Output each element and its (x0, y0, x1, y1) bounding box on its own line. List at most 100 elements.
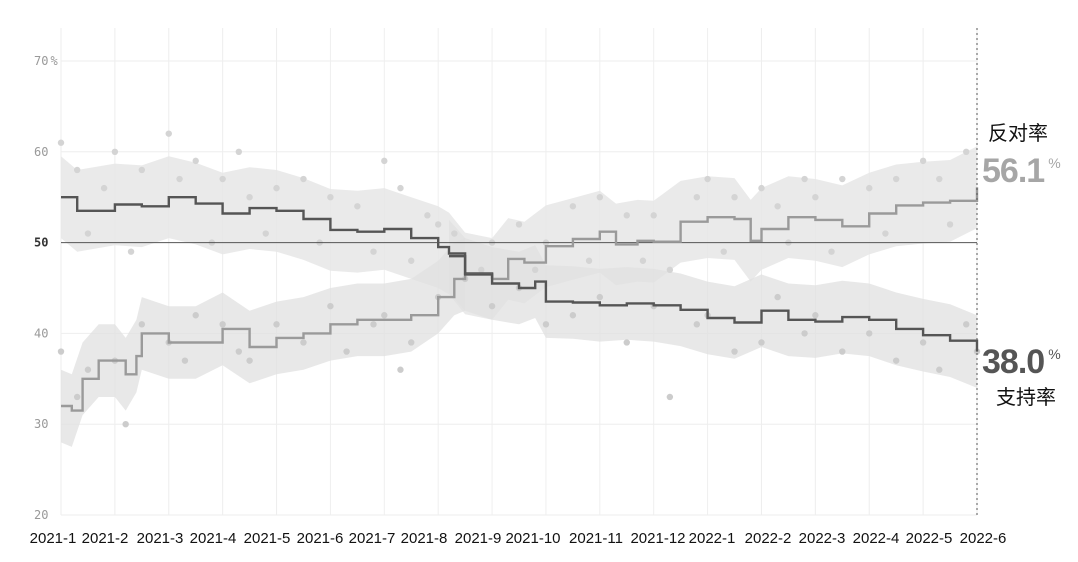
x-tick-label: 2021-6 (297, 530, 344, 547)
confidence-bands (61, 146, 977, 447)
oppose-poll-dot (946, 221, 954, 228)
x-tick-label: 2021-2 (82, 530, 129, 547)
oppose-poll-dot (111, 148, 119, 155)
oppose-poll-dot (408, 257, 415, 264)
oppose-poll-dot (704, 175, 711, 183)
support-poll-dot (273, 321, 280, 328)
oppose-poll-dot (812, 194, 819, 201)
support-poll-dot (596, 293, 604, 301)
support-poll-dot (192, 312, 199, 319)
support-poll-dot (73, 393, 81, 401)
oppose-poll-dot (138, 166, 146, 174)
oppose-poll-dot (731, 194, 738, 201)
oppose-poll-dot (73, 166, 81, 174)
support-poll-dot (542, 321, 550, 328)
oppose-poll-dot (451, 230, 458, 237)
support-unit: % (1048, 346, 1060, 362)
oppose-poll-dot (882, 230, 889, 237)
oppose-poll-dot (246, 194, 253, 201)
x-tick-label: 2021-12 (630, 530, 685, 547)
y-axis-ticks: 20 30 40 50 60 70% (34, 54, 58, 522)
oppose-poll-dot (623, 212, 630, 219)
x-tick-label: 2022-1 (689, 530, 736, 547)
oppose-poll-dot (192, 157, 199, 165)
support-poll-dot (666, 393, 674, 401)
oppose-poll-dot (397, 184, 404, 192)
oppose-poll-dot (774, 203, 781, 210)
support-poll-dot (138, 321, 146, 328)
support-poll-dot (327, 302, 334, 310)
oppose-poll-dot (262, 230, 269, 237)
oppose-poll-dot (273, 184, 280, 192)
support-poll-dot (219, 321, 226, 328)
oppose-band (61, 146, 977, 320)
oppose-poll-dot (424, 212, 431, 219)
x-axis-ticks: 2021-1 2021-2 2021-3 2021-4 2021-5 2021-6 2021… (30, 530, 1007, 547)
support-label: 支持率 (996, 386, 1056, 409)
support-poll-dot (370, 321, 377, 328)
x-tick-label: 2021-10 (505, 530, 560, 547)
support-poll-dot (122, 421, 129, 428)
oppose-poll-dot (828, 248, 835, 255)
x-tick-label: 2022-6 (960, 530, 1007, 547)
x-tick-label: 2021-4 (190, 530, 237, 547)
oppose-poll-dot (478, 266, 485, 274)
oppose-poll-dot (84, 230, 92, 237)
support-poll-dot (919, 339, 927, 346)
oppose-poll-dot (381, 157, 388, 165)
x-tick-label: 2022-3 (799, 530, 846, 547)
oppose-poll-dot (100, 184, 108, 192)
grid-lines (60, 28, 978, 516)
trend-line-light-early (61, 273, 493, 412)
x-tick-label: 2021-11 (569, 530, 623, 547)
oppose-poll-dot (354, 203, 361, 210)
oppose-poll-dot (963, 148, 970, 155)
support-trend-line (449, 255, 979, 352)
oppose-poll-dot (596, 194, 604, 201)
support-value: 38.0 (982, 343, 1044, 381)
support-poll-dot (892, 357, 900, 364)
x-tick-label: 2021-3 (137, 530, 184, 547)
oppose-poll-dot (127, 248, 135, 255)
support-poll-dot (569, 312, 577, 319)
y-tick-label: 40 (34, 326, 48, 340)
oppose-poll-dot (639, 257, 647, 264)
x-tick-label: 2021-7 (349, 530, 396, 547)
oppose-value: 56.1 (982, 152, 1044, 190)
support-value-group: 38.0% (982, 343, 1061, 381)
oppose-poll-dot (693, 194, 701, 201)
oppose-poll-dot (176, 175, 183, 183)
support-poll-dot (235, 348, 243, 355)
oppose-poll-dot (801, 175, 808, 183)
oppose-poll-dot (219, 175, 226, 183)
oppose-poll-dot (758, 184, 765, 192)
support-poll-dot (246, 357, 253, 364)
oppose-poll-dot (434, 221, 442, 228)
support-poll-dot (693, 321, 701, 328)
support-poll-dot (57, 348, 65, 355)
oppose-poll-dot (866, 184, 873, 192)
oppose-poll-dot (666, 266, 674, 274)
oppose-poll-dot (327, 194, 334, 201)
oppose-poll-dot (892, 175, 900, 183)
oppose-poll-dot (515, 221, 523, 228)
oppose-label: 反对率 (988, 122, 1048, 145)
support-poll-dot (84, 366, 92, 373)
y-unit-label: % (50, 54, 58, 68)
y-tick-label: 20 (34, 508, 48, 522)
support-poll-dot (839, 348, 846, 355)
support-poll-dot (381, 312, 388, 319)
x-tick-label: 2022-5 (906, 530, 953, 547)
support-poll-dot (936, 366, 943, 373)
oppose-poll-dot (57, 139, 65, 146)
oppose-poll-dot (531, 266, 539, 274)
oppose-unit: % (1048, 155, 1060, 171)
poll-dots (57, 130, 981, 428)
support-poll-dot (731, 348, 738, 355)
support-poll-dot (181, 357, 189, 364)
oppose-poll-dot (585, 257, 593, 264)
oppose-poll-dot (720, 248, 727, 255)
x-tick-label: 2021-8 (401, 530, 448, 547)
support-poll-dot (812, 312, 819, 319)
